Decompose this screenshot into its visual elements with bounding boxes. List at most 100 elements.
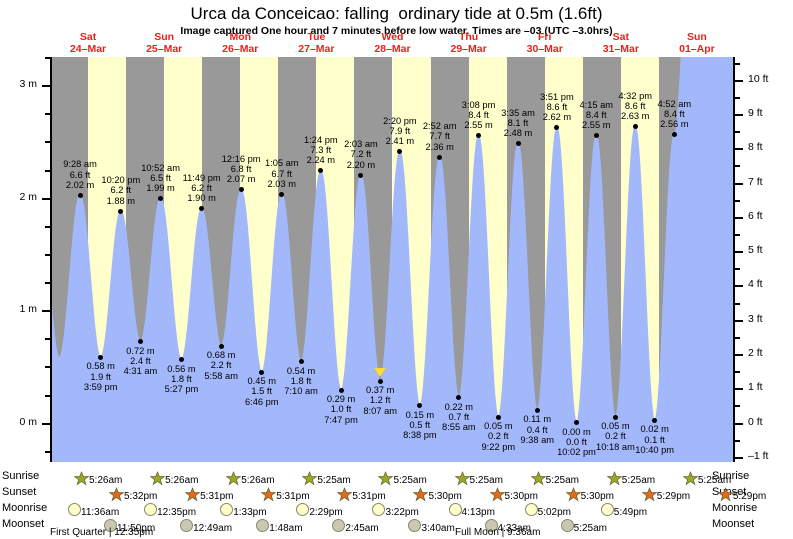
- almanac-time-text: 2:29pm: [309, 507, 343, 518]
- almanac-moonrise-entry: 4:13pm: [448, 503, 495, 518]
- tide-label-line-1: 1.8 ft: [171, 373, 192, 384]
- almanac-sunset-entry: 5:32pm: [108, 487, 158, 502]
- almanac-sunset-entry: 5:30pm: [489, 487, 538, 502]
- almanac-moonrise-entry: 5:02pm: [524, 503, 571, 518]
- tide-extreme-label-high: 3:35 am 8.1 ft 2.48 m: [487, 108, 549, 139]
- tide-extreme-label-high: 11:49 pm 6.2 ft 1.90 m: [171, 173, 233, 204]
- tide-label-line-0: 11:49 pm: [182, 172, 221, 183]
- y-tick-m: [42, 423, 50, 425]
- tide-label-line-1: 8.6 ft: [546, 102, 568, 113]
- tide-extreme-label-high: 4:15 am 8.4 ft 2.55 m: [565, 100, 627, 131]
- almanac-time-text: 5:25am: [317, 475, 351, 486]
- y-tick-m: [45, 141, 50, 143]
- y-tick-ft: [735, 251, 743, 253]
- tide-label-line-0: 0.37 m: [365, 385, 395, 395]
- y-tick-ft: [735, 405, 740, 407]
- y-tick-ft: [735, 234, 740, 236]
- tide-extreme-dot: [77, 192, 83, 198]
- tide-label-line-1: 8.4 ft: [663, 108, 685, 119]
- tide-label-line-0: 0.29 m: [326, 394, 356, 404]
- tide-label-line-0: 0.00 m: [562, 426, 591, 437]
- sunset-star-icon: [108, 487, 125, 502]
- water-line: [50, 57, 682, 424]
- page-title: Urca da Conceicao: falling ordinary tide…: [190, 4, 603, 23]
- tide-label-line-0: 0.45 m: [247, 376, 276, 386]
- tide-label-line-2: 2.56 m: [660, 119, 689, 130]
- tide-label-line-2: 7:10 am: [284, 386, 318, 397]
- tide-extreme-dot: [358, 172, 364, 178]
- almanac-moonrise-entry: 12:35pm: [144, 503, 196, 518]
- almanac-moonset-entry: 5:25am: [560, 519, 607, 534]
- almanac-time-text: 5:25am: [393, 475, 427, 486]
- almanac-sunset-entry: 5:30pm: [565, 487, 615, 502]
- tide-extreme-dot: [118, 208, 124, 214]
- almanac-time-text: 3:40am: [421, 523, 455, 534]
- almanac-time-text: 5:32pm: [124, 491, 158, 502]
- tide-label-line-2: 8:55 am: [442, 422, 476, 433]
- tide-label-line-0: 10:52 am: [141, 162, 180, 173]
- almanac-sunrise-entry: 5:26am: [225, 471, 275, 486]
- tide-label-line-1: 6.2 ft: [191, 183, 212, 194]
- almanac-time-text: 12:49am: [193, 523, 233, 534]
- almanac-sunrise-entry: 5:25am: [682, 471, 732, 486]
- y-tick-label-m: 0 m: [19, 415, 37, 428]
- tide-extreme-label-high: 1:05 am 6.7 ft 2.03 m: [251, 158, 313, 189]
- tide-extreme-label-high: 12:16 pm 6.8 ft 2.07 m: [210, 154, 272, 185]
- almanac-time-text: 5:25am: [469, 475, 503, 486]
- y-tick-label-m: 2 m: [19, 190, 37, 203]
- almanac-time-text: 5:30pm: [580, 491, 615, 502]
- almanac-row-label-sunrise-right: Sunrise: [712, 470, 750, 482]
- almanac-moonrise-entry: 5:49pm: [600, 503, 648, 518]
- tide-label-line-2: 2.55 m: [582, 120, 611, 131]
- tide-label-line-2: 2.02 m: [65, 179, 95, 190]
- tide-label-line-1: 0.2 ft: [487, 431, 509, 442]
- y-tick-m: [45, 57, 50, 59]
- day-name: Fri: [538, 31, 552, 43]
- tide-extreme-dot: [612, 414, 618, 420]
- y-tick-m: [42, 310, 50, 312]
- y-tick-m: [45, 338, 50, 340]
- moonrise-disc-icon: [372, 503, 386, 516]
- tide-label-line-0: 0.05 m: [601, 421, 630, 431]
- moon-phase-caption-0: First Quarter | 12:35pm: [50, 527, 154, 538]
- sunset-star-icon: [717, 487, 734, 502]
- moonrise-disc-icon: [448, 503, 462, 516]
- tide-label-line-1: 0.7 ft: [448, 412, 470, 423]
- y-tick-m: [45, 170, 50, 172]
- y-tick-ft: [735, 165, 740, 167]
- tide-label-line-2: 2.07 m: [226, 174, 256, 185]
- tide-extreme-label-low: 0.37 m 1.2 ft 8:07 am: [349, 385, 411, 416]
- almanac-moonset-entry: 4:33am: [484, 519, 531, 534]
- almanac-moonrise-entry: 2:29pm: [296, 503, 343, 518]
- day-name: Mon: [229, 31, 252, 43]
- y-tick-ft: [735, 114, 743, 116]
- tide-label-line-1: 8.6 ft: [624, 101, 646, 112]
- tide-label-line-1: 1.8 ft: [290, 376, 312, 387]
- tide-extreme-label-low: 0.68 m 2.2 ft 5:58 am: [190, 350, 252, 381]
- tide-label-line-1: 6.6 ft: [69, 169, 91, 180]
- y-tick-m: [45, 282, 50, 284]
- tide-label-line-1: 0.4 ft: [526, 424, 548, 435]
- tide-extreme-dot: [652, 417, 658, 423]
- tide-label-line-1: 1.9 ft: [90, 371, 112, 382]
- y-tick-ft: [735, 183, 743, 185]
- almanac-moonrise-entry: 3:22pm: [372, 503, 419, 518]
- tide-label-line-2: 10:02 pm: [557, 447, 596, 458]
- tide-extreme-dot: [417, 403, 423, 409]
- tide-label-line-1: 6.2 ft: [110, 185, 132, 196]
- almanac-sunrise-entry: 5:25am: [301, 471, 351, 486]
- y-tick-ft: [735, 217, 743, 219]
- almanac-sunrise-entry: 5:25am: [530, 471, 579, 486]
- tide-extreme-label-high: 2:52 am 7.7 ft 2.36 m: [409, 121, 471, 152]
- almanac-time-text: 5:49pm: [613, 507, 648, 518]
- day-header-1: Sun 25–Mar: [126, 31, 202, 55]
- tide-label-line-0: 4:52 am: [657, 98, 692, 109]
- almanac-time-text: 4:13pm: [461, 507, 495, 518]
- almanac-time-text: 5:25am: [697, 475, 732, 486]
- y-tick-m: [42, 85, 50, 87]
- tide-extreme-dot: [574, 420, 580, 426]
- tide-label-line-0: 10:20 pm: [101, 175, 141, 186]
- y-tick-label-ft: 6 ft: [748, 209, 763, 222]
- almanac-time-text: 3:22pm: [385, 507, 419, 518]
- tide-extreme-dot: [534, 407, 540, 413]
